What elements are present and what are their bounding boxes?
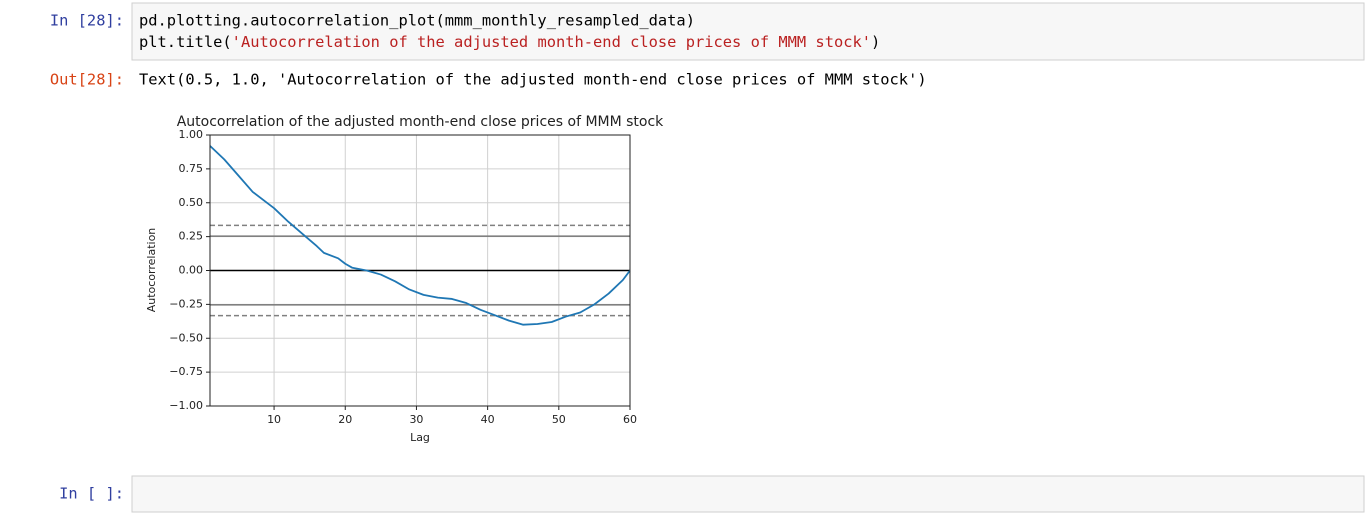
x-tick-label: 60 <box>623 413 637 426</box>
y-tick-label: 0.25 <box>179 230 204 243</box>
x-axis-label: Lag <box>410 431 430 444</box>
x-tick-label: 50 <box>552 413 566 426</box>
y-tick-label: 0.00 <box>179 264 204 277</box>
y-tick-label: 0.75 <box>179 162 204 175</box>
chart: Autocorrelation of the adjusted month-en… <box>145 114 664 444</box>
code-token: ) <box>871 33 880 51</box>
y-tick-label: −1.00 <box>169 399 203 412</box>
code-line: plt.title('Autocorrelation of the adjust… <box>139 33 880 51</box>
y-tick-label: −0.75 <box>169 365 203 378</box>
y-axis-label: Autocorrelation <box>145 228 158 313</box>
code-cell[interactable] <box>131 2 1365 61</box>
x-tick-label: 10 <box>267 413 281 426</box>
x-tick-label: 40 <box>481 413 495 426</box>
code-line: pd.plotting.autocorrelation_plot(mmm_mon… <box>139 12 695 30</box>
x-tick-label: 20 <box>338 413 352 426</box>
x-tick-label: 30 <box>409 413 423 426</box>
in-prompt: In [ ]: <box>59 485 124 503</box>
code-token: plt.title( <box>139 33 232 51</box>
code-string: 'Autocorrelation of the adjusted month-e… <box>232 33 871 51</box>
y-tick-label: 1.00 <box>179 128 204 141</box>
autocorrelation-line <box>209 145 631 326</box>
plot-frame <box>209 134 631 407</box>
code-cell[interactable] <box>131 475 1365 513</box>
out-prompt: Out[28]: <box>50 71 124 89</box>
output-text: Text(0.5, 1.0, 'Autocorrelation of the a… <box>139 71 927 89</box>
chart-title: Autocorrelation of the adjusted month-en… <box>177 114 664 130</box>
in-prompt: In [28]: <box>50 12 124 30</box>
y-tick-label: −0.50 <box>169 331 203 344</box>
y-tick-label: 0.50 <box>179 196 204 209</box>
y-tick-label: −0.25 <box>169 297 203 310</box>
